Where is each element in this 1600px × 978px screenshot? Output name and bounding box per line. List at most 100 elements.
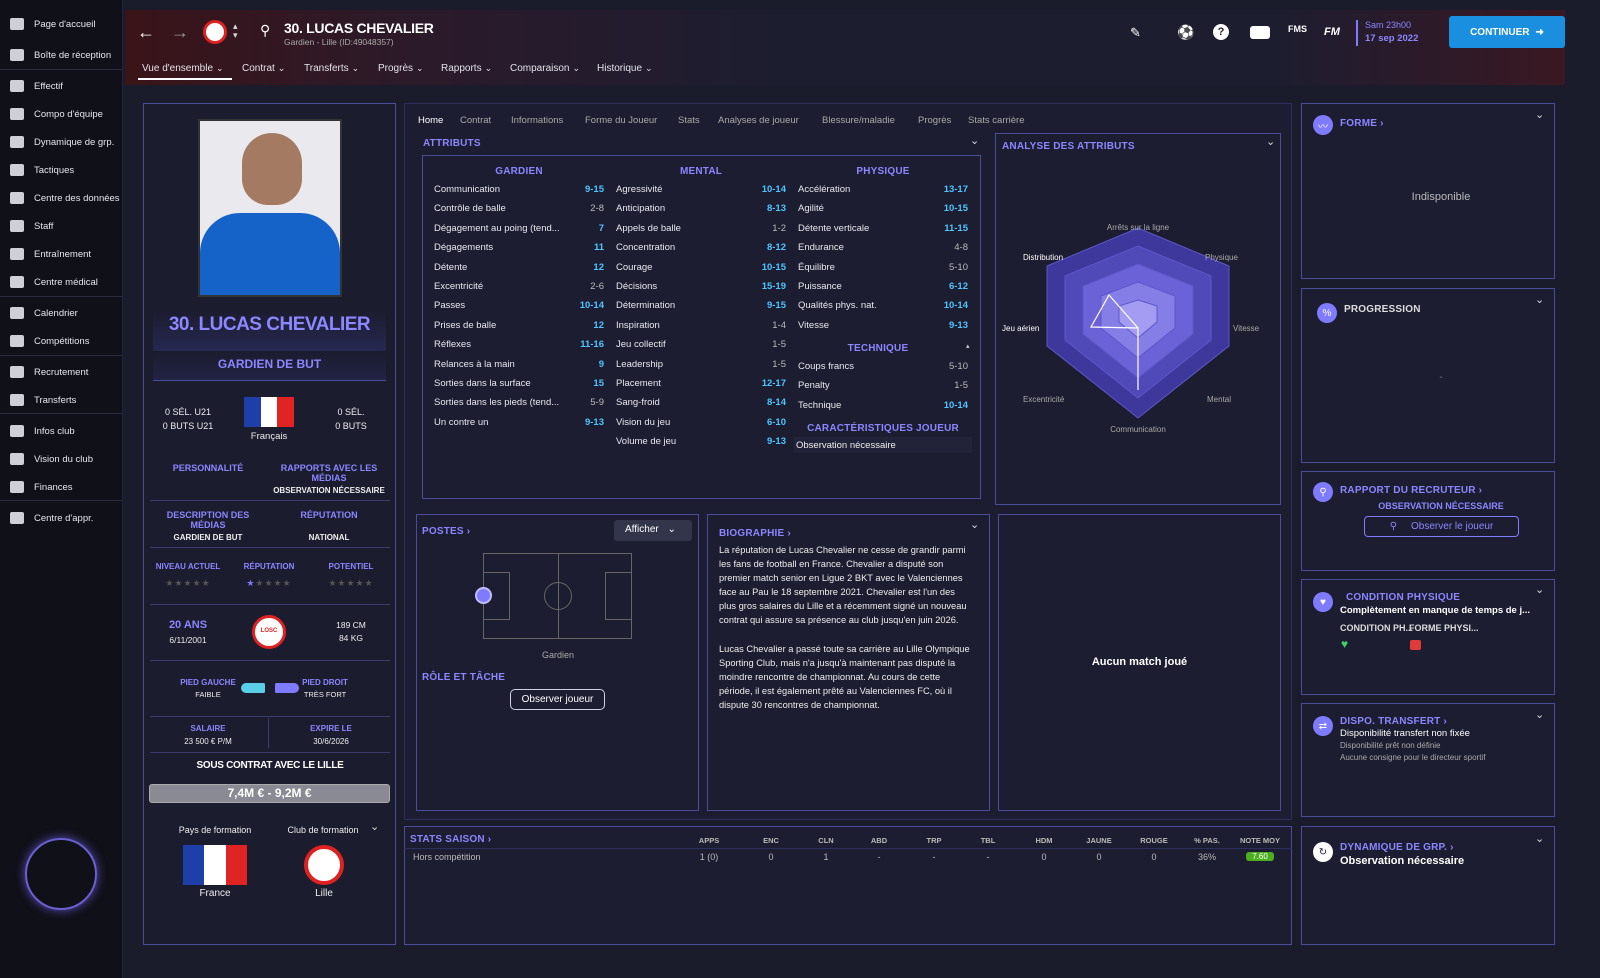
attribute-name: Accélération	[798, 184, 851, 195]
updown-icon[interactable]: ▴ ▾	[233, 21, 238, 40]
form-panel	[1301, 103, 1555, 279]
sidebar-item-club-info[interactable]: Infos club	[0, 418, 123, 444]
attribute-value: 5-10	[948, 361, 968, 372]
transfer-icon	[10, 394, 24, 406]
attribute-name: Volume de jeu	[616, 436, 677, 448]
sidebar-item-finances[interactable]: Finances	[0, 474, 123, 500]
tab-stats[interactable]: Stats	[678, 115, 700, 126]
sidebar-item-transfers[interactable]: Transferts	[0, 387, 123, 413]
back-arrow-icon[interactable]: ←	[137, 22, 155, 42]
transfer-availability-panel	[1301, 703, 1555, 817]
sidebar-item-inbox[interactable]: Boîte de réception	[0, 42, 123, 68]
attribute-name: Prises de balle	[434, 319, 497, 331]
attribute-name: Excentricité	[434, 281, 484, 292]
tab-career-stats[interactable]: Stats carrière	[968, 115, 1025, 126]
tab-form[interactable]: Forme du Joueur	[585, 115, 658, 126]
tab-progress[interactable]: Progrès	[918, 115, 952, 126]
sidebar-item-academy[interactable]: Centre d'appr.	[0, 505, 123, 531]
attribute-value: 9-13	[766, 436, 786, 448]
edit-icon[interactable]: ✎	[1130, 25, 1141, 40]
attribute-name: Puissance	[798, 281, 842, 292]
menu-comparison[interactable]: Comparaison	[510, 63, 580, 74]
team-dynamics-title[interactable]: DYNAMIQUE DE GRP. ›	[1340, 842, 1454, 853]
chevron-down-icon[interactable]: ⌄	[970, 519, 980, 531]
sidebar-item-home[interactable]: Page d'accueil	[0, 11, 123, 37]
tab-injury[interactable]: Blessure/maladie	[822, 115, 895, 126]
attribute-row: Équilibre 5-10	[798, 262, 968, 280]
chevron-down-icon[interactable]: ⌄	[970, 135, 980, 147]
sidebar-item-staff[interactable]: Staff	[0, 213, 123, 239]
menu-progress[interactable]: Progrès	[378, 63, 424, 74]
sidebar-item-medical[interactable]: Centre médical	[0, 269, 123, 295]
sidebar-item-club-vision[interactable]: Vision du club	[0, 446, 123, 472]
attribute-row: Passes 10-14	[434, 300, 604, 318]
attribute-row: Décisions 15-19	[616, 281, 786, 299]
match-panel	[998, 514, 1281, 811]
ball-icon[interactable]: ⚽	[1177, 24, 1195, 40]
player-photo	[198, 119, 342, 297]
sidebar-item-competitions[interactable]: Compétitions	[0, 328, 123, 354]
help-icon[interactable]: ?	[1213, 24, 1229, 40]
attribute-row: Détente 12	[434, 262, 604, 280]
stat-header: CLN	[818, 836, 834, 845]
tab-analysis[interactable]: Analyses de joueur	[718, 115, 799, 126]
attribute-value: 6-10	[766, 416, 786, 428]
fm-icon[interactable]: FM	[1324, 26, 1340, 38]
attribute-value: 5-9	[590, 397, 604, 409]
sidebar-item-scouting[interactable]: Recrutement	[0, 359, 123, 385]
attribute-value: 8-13	[766, 203, 786, 215]
right-boot-icon	[275, 683, 299, 693]
attribute-name: Agilité	[798, 203, 824, 215]
form-title[interactable]: FORME ›	[1340, 118, 1384, 129]
stat-value: -	[986, 852, 990, 862]
show-dropdown[interactable]: Afficher ⌄	[614, 520, 692, 541]
chevron-down-icon[interactable]: ⌄	[1535, 109, 1545, 121]
chevron-down-icon[interactable]: ⌄	[370, 821, 380, 833]
chevron-down-icon[interactable]: ⌄	[1535, 833, 1545, 845]
attribute-name: Concentration	[616, 242, 676, 254]
observe-player-button[interactable]: Observer joueur	[510, 689, 605, 710]
menu-overview[interactable]: Vue d'ensemble	[142, 63, 224, 74]
attribute-value: 9-15	[584, 184, 604, 195]
attribute-name: Un contre un	[434, 416, 489, 428]
sidebar-item-training[interactable]: Entraînement	[0, 241, 123, 267]
season-stats-title[interactable]: STATS SAISON ›	[410, 834, 492, 845]
scout-report-title[interactable]: RAPPORT DU RECRUTEUR ›	[1340, 485, 1483, 496]
stat-value: 0	[1151, 852, 1157, 862]
sidebar-item-tactics[interactable]: Tactiques	[0, 157, 123, 183]
transfer-availability-title[interactable]: DISPO. TRANSFERT ›	[1340, 716, 1447, 727]
search-icon: ⚲	[1389, 521, 1398, 532]
sidebar-item-data[interactable]: Centre des données	[0, 185, 123, 211]
tab-info[interactable]: Informations	[511, 115, 564, 126]
search-icon	[10, 366, 24, 378]
tab-home[interactable]: Home	[418, 115, 444, 126]
biography-title[interactable]: BIOGRAPHIE ›	[719, 528, 791, 539]
chevron-down-icon[interactable]: ⌄	[1535, 709, 1545, 721]
menu-transfers[interactable]: Transferts	[304, 63, 359, 74]
chevron-down-icon[interactable]: ⌄	[1266, 136, 1276, 148]
youtube-icon[interactable]	[1250, 26, 1270, 39]
collapse-icon[interactable]: ▴	[966, 343, 970, 350]
forward-arrow-icon[interactable]: →	[171, 22, 189, 42]
chevron-down-icon[interactable]: ⌄	[1535, 294, 1545, 306]
stat-value: 7.60	[1246, 852, 1274, 861]
menu-contract[interactable]: Contrat	[242, 63, 285, 74]
sidebar-item-lineup[interactable]: Compo d'équipe	[0, 101, 123, 127]
menu-history[interactable]: Historique	[597, 63, 653, 74]
observe-player-button-right[interactable]: ⚲ Observer le joueur	[1364, 516, 1519, 537]
sidebar-item-dynamics[interactable]: Dynamique de grp.	[0, 129, 123, 155]
tab-contract[interactable]: Contrat	[460, 115, 492, 126]
attribute-row: Sang-froid 8-14	[616, 397, 786, 415]
attribute-name: Vitesse	[798, 319, 829, 331]
chevron-down-icon[interactable]: ⌄	[1535, 584, 1545, 596]
sidebar-item-squad[interactable]: Effectif	[0, 73, 123, 99]
club-badge-icon	[203, 20, 227, 44]
menu-reports[interactable]: Rapports	[441, 63, 492, 74]
continue-button[interactable]: CONTINUER ➜	[1449, 16, 1565, 48]
positions-title[interactable]: POSTES ›	[422, 526, 471, 537]
current-ability-stars: ★★★★★	[165, 578, 211, 588]
sidebar-item-calendar[interactable]: Calendrier	[0, 300, 123, 326]
fms-icon[interactable]: FMS	[1288, 24, 1307, 34]
search-icon[interactable]: ⚲	[260, 22, 271, 38]
attribute-name: Dégagements	[434, 242, 494, 254]
